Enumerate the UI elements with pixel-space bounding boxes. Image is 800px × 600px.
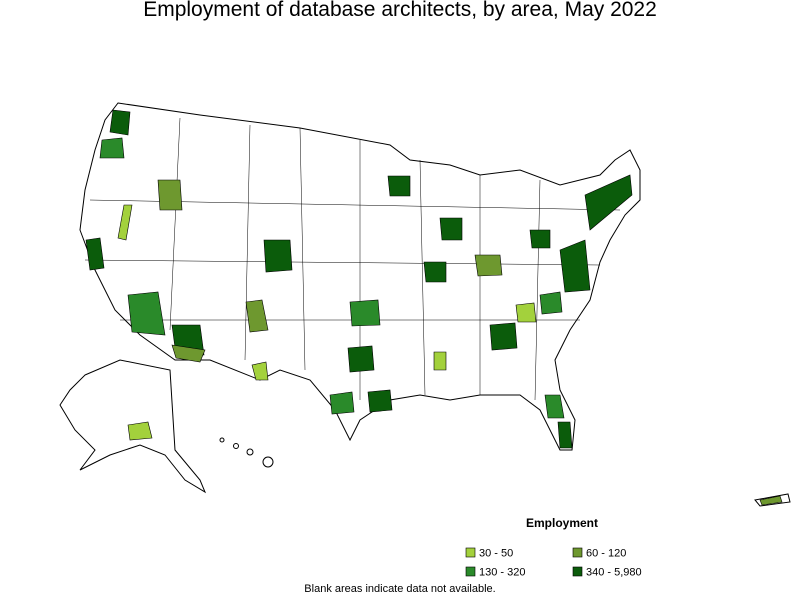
- area-borders: [84, 117, 621, 401]
- area: [157, 179, 183, 211]
- area: [423, 261, 447, 283]
- legend-swatch: [572, 566, 583, 577]
- area: [557, 421, 573, 449]
- area: [347, 345, 375, 373]
- map: [59, 102, 791, 507]
- legend-swatch: [572, 547, 583, 558]
- area: [117, 204, 133, 241]
- area: [539, 291, 563, 315]
- area: [99, 137, 125, 159]
- legend-label: 340 - 5,980: [586, 567, 642, 579]
- area: [329, 391, 355, 415]
- legend-label: 30 - 50: [479, 548, 513, 560]
- legend: Employment 30 - 50 60 - 120 130 - 320 340 -…: [465, 516, 642, 579]
- area: [529, 229, 551, 249]
- legend-title: Employment: [526, 516, 598, 530]
- hawaii: [219, 437, 274, 468]
- area: [433, 351, 447, 371]
- legend-swatch: [465, 547, 476, 558]
- legend-items: 30 - 50 60 - 120 130 - 320 340 - 5,980: [465, 547, 642, 579]
- area: [251, 361, 269, 381]
- employment-areas: [85, 109, 783, 506]
- legend-swatch: [465, 566, 476, 577]
- area: [515, 302, 537, 323]
- area: [367, 389, 393, 413]
- area: [127, 291, 166, 336]
- area: [559, 239, 591, 293]
- footnote: Blank areas indicate data not available.: [304, 583, 495, 595]
- map-title: Employment of database architects, by ar…: [143, 0, 657, 21]
- legend-label: 60 - 120: [586, 548, 626, 560]
- area: [387, 175, 411, 197]
- area: [127, 421, 153, 441]
- area: [263, 239, 293, 273]
- area: [439, 217, 463, 241]
- area: [759, 495, 783, 506]
- area: [85, 237, 105, 271]
- area: [489, 322, 518, 351]
- legend-label: 130 - 320: [479, 567, 525, 579]
- area: [245, 299, 269, 333]
- area: [171, 344, 206, 363]
- area: [584, 174, 633, 231]
- area: [474, 254, 503, 277]
- area: [109, 109, 131, 136]
- area: [349, 299, 381, 327]
- area: [544, 394, 565, 419]
